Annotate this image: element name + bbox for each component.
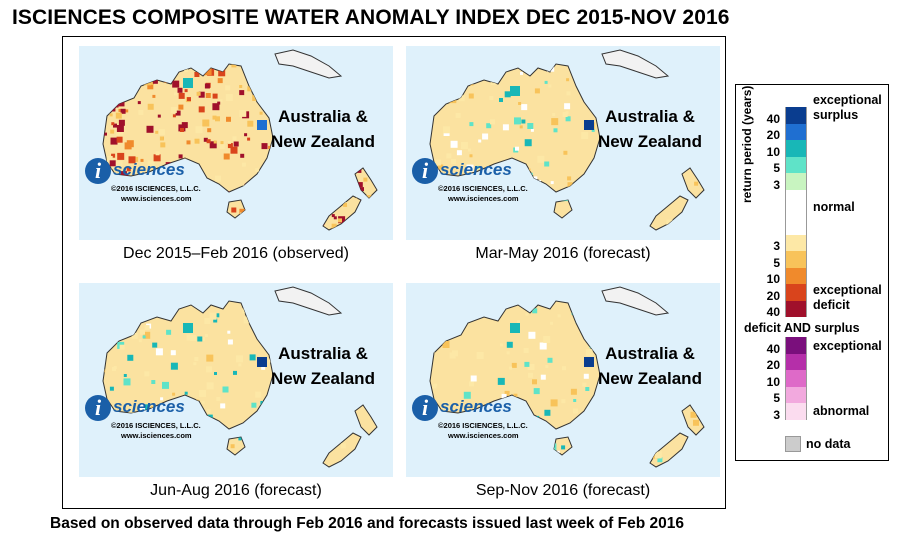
logo-wordmark: sciences — [113, 397, 185, 416]
surplus-swatch — [785, 156, 807, 173]
deficit-swatch — [785, 251, 807, 268]
deficit-tick: 20 — [766, 288, 780, 303]
legend-normal-label: normal — [813, 200, 855, 214]
anomaly-map — [429, 49, 705, 231]
logo-copyright: ©2016 ISCIENCES, L.L.C. — [438, 184, 528, 193]
isciences-logo: i sciences ©2016 ISCIENCES, L.L.C. www.isci… — [410, 393, 530, 473]
both-tick: 5 — [773, 391, 780, 405]
both-swatch — [785, 337, 807, 354]
isciences-logo: i sciences ©2016 ISCIENCES, L.L.C. www.isci… — [410, 156, 530, 236]
legend-both-exceptional: exceptional — [813, 339, 882, 353]
nodata-swatch — [785, 436, 801, 452]
both-tick: 10 — [766, 374, 780, 389]
deficit-tick: 5 — [773, 255, 780, 270]
anomaly-map — [429, 286, 705, 468]
logo-url: www.isciences.com — [121, 431, 192, 440]
map-panel-2: Australia & New Zealand i sciences ©2016 IS… — [406, 46, 720, 240]
deficit-swatch — [785, 234, 807, 251]
isciences-logo: i sciences ©2016 ISCIENCES, L.L.C. www.isci… — [83, 156, 203, 236]
anomaly-map — [102, 286, 378, 468]
deficit-swatch — [785, 267, 807, 284]
surplus-swatch — [785, 140, 807, 157]
nz-south-island-landmass — [322, 432, 362, 468]
isciences-i-icon: i — [412, 395, 438, 421]
panel-caption: Jun-Aug 2016 (forecast) — [150, 482, 322, 499]
surplus-tick: 10 — [766, 144, 780, 159]
legend-both-abnormal: abnormal — [813, 404, 870, 418]
panel-caption: Sep-Nov 2016 (forecast) — [475, 482, 651, 499]
deficit-swatch — [785, 300, 807, 317]
tasmania-landmass — [226, 436, 246, 456]
nz-south-island-landmass — [649, 195, 689, 231]
map-panel-1: Australia & New Zealand i sciences ©2016 IS… — [79, 46, 393, 240]
both-tick: 20 — [766, 358, 780, 372]
logo-copyright: ©2016 ISCIENCES, L.L.C. — [438, 421, 528, 430]
nz-north-island-landmass — [681, 167, 705, 199]
both-tick: 3 — [773, 407, 780, 422]
isciences-i-icon: i — [412, 158, 438, 184]
panel-caption: Dec 2015–Feb 2016 (observed) — [123, 245, 349, 262]
logo-wordmark: sciences — [113, 160, 185, 179]
logo-wordmark: sciences — [440, 160, 512, 179]
legend-surplus-label: exceptional surplus — [813, 93, 882, 122]
surplus-swatch — [785, 123, 807, 140]
deficit-tick: 3 — [773, 239, 780, 253]
isciences-i-icon: i — [85, 158, 111, 184]
surplus-swatch — [785, 173, 807, 190]
legend-deficit-label: exceptional deficit — [813, 283, 882, 312]
surplus-tick: 20 — [766, 128, 780, 142]
logo-url: www.isciences.com — [121, 194, 192, 203]
new-guinea-landmass — [601, 49, 670, 79]
region-label: Australia & New Zealand — [598, 107, 702, 151]
legend-axis-label: return period (years) — [740, 85, 754, 203]
nz-north-island-landmass — [354, 404, 378, 436]
isciences-logo: i sciences ©2016 ISCIENCES, L.L.C. www.isci… — [83, 393, 203, 473]
map-panel-3: Australia & New Zealand i sciences ©2016 IS… — [79, 283, 393, 477]
nz-south-island-landmass — [322, 195, 362, 231]
isciences-i-icon: i — [85, 395, 111, 421]
both-swatch — [785, 403, 807, 420]
both-swatch — [785, 353, 807, 370]
legend-both-title: deficit AND surplus — [744, 321, 860, 335]
both-swatch — [785, 370, 807, 387]
both-swatch — [785, 386, 807, 403]
deficit-tick: 40 — [766, 305, 780, 319]
deficit-tick: 10 — [766, 272, 780, 286]
anomaly-map — [102, 49, 378, 231]
surplus-tick: 3 — [773, 177, 780, 192]
logo-url: www.isciences.com — [448, 194, 519, 203]
logo-copyright: ©2016 ISCIENCES, L.L.C. — [111, 184, 201, 193]
panel-caption: Mar-May 2016 (forecast) — [475, 245, 651, 262]
deficit-swatch — [785, 284, 807, 301]
normal-swatch — [785, 189, 807, 235]
both-tick: 40 — [766, 341, 780, 356]
map-panel-4: Australia & New Zealand i sciences ©2016 IS… — [406, 283, 720, 477]
new-guinea-landmass — [274, 286, 343, 316]
region-label: Australia & New Zealand — [598, 344, 702, 388]
logo-copyright: ©2016 ISCIENCES, L.L.C. — [111, 421, 201, 430]
region-label: Australia & New Zealand — [271, 344, 375, 388]
tasmania-landmass — [553, 199, 573, 219]
surplus-tick: 5 — [773, 161, 780, 175]
new-guinea-landmass — [274, 49, 343, 79]
logo-url: www.isciences.com — [448, 431, 519, 440]
legend-nodata-label: no data — [806, 437, 851, 451]
logo-wordmark: sciences — [440, 397, 512, 416]
page-title: ISCIENCES COMPOSITE WATER ANOMALY INDEX … — [12, 6, 730, 29]
legend: return period (years) exceptional surplu… — [735, 84, 889, 461]
nz-south-island-landmass — [649, 432, 689, 468]
footer-note: Based on observed data through Feb 2016 … — [50, 515, 684, 532]
new-guinea-landmass — [601, 286, 670, 316]
surplus-swatch — [785, 107, 807, 124]
region-label: Australia & New Zealand — [271, 107, 375, 151]
surplus-tick: 40 — [766, 111, 780, 126]
